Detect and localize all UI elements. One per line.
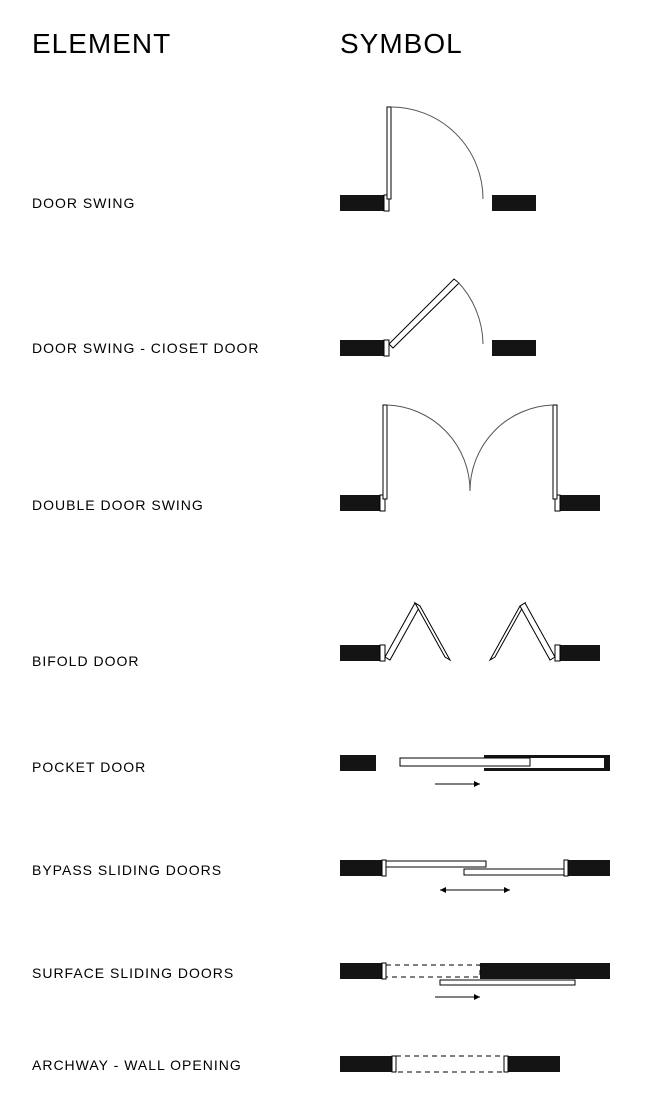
symbol-cell-archway (340, 1050, 560, 1085)
symbol-cell-door_swing (340, 103, 540, 228)
symbol-cell-bypass_sliding (340, 850, 610, 905)
label-pocket_door: POCKET DOOR (32, 759, 146, 775)
label-closet_door: DOOR SWING - CIOSET DOOR (32, 340, 260, 356)
label-surface_sliding: SURFACE SLIDING DOORS (32, 965, 234, 981)
header-element: ELEMENT (32, 28, 171, 60)
archway-symbol (340, 1050, 560, 1080)
surface_sliding-symbol (340, 955, 610, 1005)
label-bifold_door: BIFOLD DOOR (32, 653, 139, 669)
pocket_door-symbol (340, 742, 610, 792)
closet_door-symbol (340, 260, 540, 360)
label-double_door: DOUBLE DOOR SWING (32, 497, 204, 513)
label-archway: ARCHWAY - WALL OPENING (32, 1057, 242, 1073)
label-door_swing: DOOR SWING (32, 195, 135, 211)
symbol-cell-surface_sliding (340, 955, 610, 1010)
symbol-cell-double_door (340, 395, 600, 520)
double_door-symbol (340, 395, 600, 515)
symbol-cell-pocket_door (340, 742, 610, 797)
bifold_door-symbol (340, 575, 600, 665)
symbol-cell-closet_door (340, 260, 540, 365)
bypass_sliding-symbol (340, 850, 610, 900)
symbol-cell-bifold_door (340, 575, 600, 670)
label-bypass_sliding: BYPASS SLIDING DOORS (32, 862, 222, 878)
door_swing-symbol (340, 103, 540, 223)
header-symbol: SYMBOL (340, 28, 463, 60)
